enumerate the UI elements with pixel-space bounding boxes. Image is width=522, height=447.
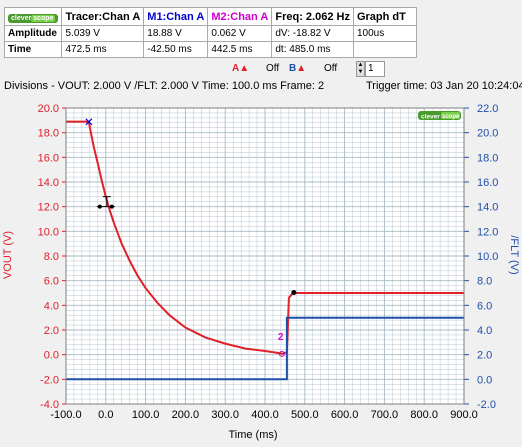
- y-tick-label-right: 8.0: [477, 276, 492, 288]
- cell-amp-tracer: 5.039 V: [61, 25, 145, 42]
- y-tick-label-left: 16.0: [38, 152, 59, 164]
- x-tick-label: 800.0: [410, 409, 438, 421]
- b-overlay-label: B: [289, 63, 297, 74]
- cursor-dot-right: [109, 204, 114, 209]
- x-tick-label: 400.0: [251, 409, 279, 421]
- series-line-vout: [66, 120, 464, 355]
- y-tick-label-right: 6.0: [477, 300, 492, 312]
- svg-text:scope: scope: [442, 114, 460, 120]
- y-tick-label-left: -4.0: [40, 399, 59, 411]
- marker-m1: [85, 118, 93, 126]
- cursor-dot-left: [97, 204, 102, 209]
- x-tick-label: 500.0: [291, 409, 319, 421]
- y-tick-label-left: 6.0: [44, 276, 59, 288]
- x-tick-label: 200.0: [172, 409, 200, 421]
- y-tick-label-left: 2.0: [44, 325, 59, 337]
- x-tick-label: 900.0: [450, 409, 478, 421]
- header-graph-dt: Graph dT: [352, 7, 417, 26]
- y-tick-label-right: 10.0: [477, 251, 498, 263]
- cell-amp-dv: dV: -18.82 V: [271, 25, 354, 42]
- a-overlay-state[interactable]: Off: [266, 63, 280, 74]
- y-tick-label-left: 8.0: [44, 251, 59, 263]
- series-line-flt: [66, 316, 464, 381]
- header-freq: Freq: 2.062 Hz: [271, 7, 354, 26]
- axis-ticks: -100.0 0.0 100.0 200.0 300.0 400.0 500.0 600.0 7…: [38, 103, 499, 421]
- y-tick-label-right: 0.0: [477, 374, 492, 386]
- y-tick-label-right: 4.0: [477, 325, 492, 337]
- cell-amp-graphdt: 100us: [352, 25, 417, 42]
- y-axis-label-left: VOUT (V): [2, 231, 14, 279]
- marker-m2: [278, 350, 285, 357]
- brand-logo-cell: clever scope: [3, 7, 63, 26]
- header-m2: M2:Chan A: [207, 7, 273, 26]
- cell-time-tracer: 472.5 ms: [61, 41, 145, 58]
- x-tick-label: 700.0: [371, 409, 399, 421]
- b-overlay-toggle[interactable]: B▲: [289, 63, 306, 77]
- a-overlay-toggle[interactable]: A▲: [232, 63, 249, 77]
- y-tick-label-right: 18.0: [477, 152, 498, 164]
- trigger-time: Trigger time: 03 Jan 20 10:24:04: [366, 80, 522, 92]
- cell-time-dt: dt: 485.0 ms: [271, 41, 354, 58]
- b-overlay-icon: ▲: [296, 63, 307, 74]
- b-overlay-state[interactable]: Off: [324, 63, 338, 74]
- cell-time-m2: 442.5 ms: [207, 41, 273, 58]
- cell-time-m1: -42.50 ms: [143, 41, 209, 58]
- y-tick-label-left: 12.0: [38, 202, 59, 214]
- a-overlay-label: A: [232, 63, 240, 74]
- y-tick-label-left: 4.0: [44, 300, 59, 312]
- y-tick-label-left: 18.0: [38, 128, 59, 140]
- frame-spinner[interactable]: ▲ ▼ 1: [356, 61, 385, 77]
- plot-border: [65, 107, 465, 405]
- row-label-amplitude: Amplitude: [3, 25, 63, 42]
- brand-logo: clever scope: [8, 13, 59, 23]
- spinner-arrows-icon[interactable]: ▲ ▼: [356, 61, 365, 77]
- traces: [66, 120, 464, 381]
- y-tick-label-right: 22.0: [477, 103, 498, 115]
- spinner-value[interactable]: 1: [365, 61, 385, 77]
- x-tick-label: -100.0: [50, 409, 81, 421]
- markers: 2: [85, 118, 297, 357]
- y-tick-label-right: 14.0: [477, 202, 498, 214]
- grid: [65, 107, 465, 405]
- y-tick-label-right: 2.0: [477, 350, 492, 362]
- y-tick-label-left: -2.0: [40, 374, 59, 386]
- header-m1: M1:Chan A: [143, 7, 209, 26]
- y-tick-label-right: 12.0: [477, 226, 498, 238]
- cell-amp-m1: 18.88 V: [143, 25, 209, 42]
- header-tracer: Tracer:Chan A: [61, 7, 145, 26]
- plot-brand-logo: clever scope: [418, 111, 461, 121]
- x-tick-label: 0.0: [98, 409, 113, 421]
- x-tick-label: 600.0: [331, 409, 359, 421]
- cell-time-graphdt: [352, 41, 417, 58]
- row-label-time: Time: [3, 41, 63, 58]
- y-tick-label-left: 20.0: [38, 103, 59, 115]
- a-overlay-icon: ▲: [239, 63, 250, 74]
- divisions-text: Divisions - VOUT: 2.000 V /FLT: 2.000 V …: [4, 80, 325, 92]
- y-tick-label-right: -2.0: [477, 399, 496, 411]
- y-tick-label-left: 10.0: [38, 226, 59, 238]
- measurement-table: clever scope Tracer:Chan A M1:Chan A M2:C…: [3, 7, 417, 58]
- x-tick-label: 300.0: [211, 409, 239, 421]
- x-axis-label: Time (ms): [228, 429, 277, 441]
- scope-chart[interactable]: -100.0 0.0 100.0 200.0 300.0 400.0 500.0 600.0 7…: [0, 95, 522, 447]
- cell-amp-m2: 0.062 V: [207, 25, 273, 42]
- y-axis-label-right: /FLT (V): [508, 235, 520, 274]
- svg-text:clever: clever: [421, 114, 440, 121]
- y-tick-label-right: 20.0: [477, 128, 498, 140]
- marker-tracer: [291, 290, 297, 296]
- y-tick-label-left: 0.0: [44, 350, 59, 362]
- x-tick-label: 100.0: [132, 409, 160, 421]
- y-tick-label-left: 14.0: [38, 177, 59, 189]
- marker-m2-label: 2: [278, 332, 284, 343]
- divisions-info: Divisions - VOUT: 2.000 V /FLT: 2.000 V …: [4, 80, 522, 92]
- y-tick-label-right: 16.0: [477, 177, 498, 189]
